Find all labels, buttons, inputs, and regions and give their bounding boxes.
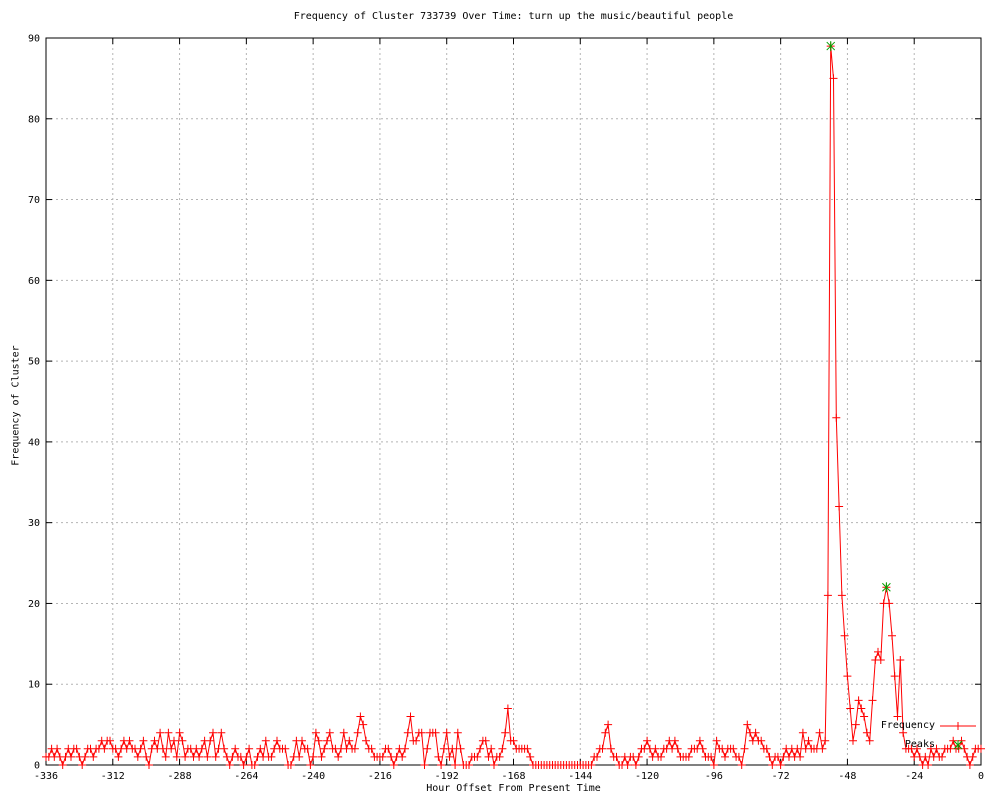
y-tick-label: 30 [28, 518, 40, 529]
x-tick-label: -240 [301, 771, 325, 782]
frequency-plus-markers [42, 42, 985, 769]
legend-item-frequency: Frequency [880, 720, 935, 731]
y-tick-label: 10 [28, 680, 40, 691]
x-tick-label: -336 [34, 771, 58, 782]
y-tick-label: 0 [34, 761, 40, 772]
plot-border [45, 37, 982, 766]
y-tick-label: 60 [28, 276, 40, 287]
x-tick-label: 0 [978, 771, 984, 782]
y-tick-label: 40 [28, 437, 40, 448]
legend-peaks-sample-star [953, 740, 963, 750]
x-axis-label: Hour Offset From Present Time [426, 783, 601, 794]
legend-item-peaks: Peaks [904, 739, 935, 750]
x-tick-label: -192 [435, 771, 459, 782]
y-tick-label: 20 [28, 599, 40, 610]
x-tick-label: -144 [568, 771, 592, 782]
y-tick-label: 80 [28, 114, 40, 125]
x-tick-label: -96 [705, 771, 723, 782]
x-tick-label: -288 [168, 771, 192, 782]
legend-frequency-sample-plus [954, 722, 962, 730]
x-tick-label: -48 [838, 771, 856, 782]
chart-title: Frequency of Cluster 733739 Over Time: t… [293, 11, 734, 22]
y-tick-label: 90 [28, 34, 40, 45]
x-tick-label: -24 [905, 771, 923, 782]
x-tick-label: -216 [368, 771, 392, 782]
y-tick-label: 50 [28, 357, 40, 368]
peak-star-markers [826, 41, 891, 593]
x-tick-label: -72 [772, 771, 790, 782]
y-tick-label: 70 [28, 195, 40, 206]
y-axis-label: Frequency of Cluster [10, 345, 22, 466]
x-tick-label: -120 [635, 771, 659, 782]
x-tick-label: -312 [101, 771, 125, 782]
x-tick-label: -264 [234, 771, 258, 782]
x-tick-label: -168 [501, 771, 525, 782]
